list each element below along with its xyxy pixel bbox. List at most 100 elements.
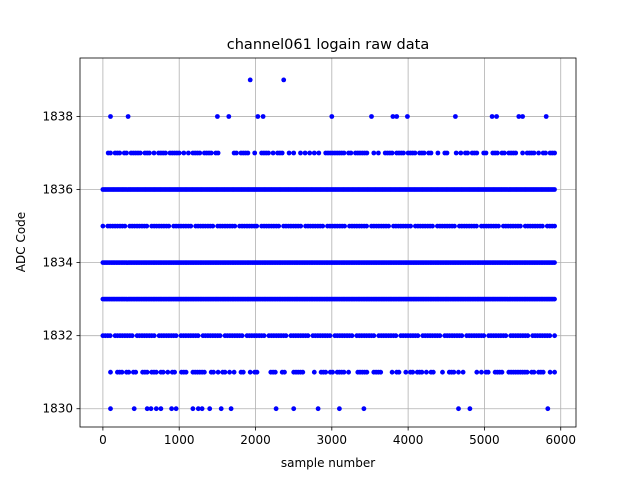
data-point — [408, 223, 413, 229]
y-tick-label: 1832 — [42, 329, 73, 343]
data-point — [291, 150, 297, 156]
data-point — [389, 150, 395, 156]
data-point — [520, 114, 525, 119]
data-point — [518, 223, 523, 229]
data-point — [437, 333, 443, 339]
data-point — [543, 150, 548, 156]
data-point — [341, 369, 347, 375]
data-point — [148, 406, 154, 412]
data-point — [231, 369, 237, 375]
data-point — [227, 369, 233, 375]
data-point — [176, 150, 182, 156]
data-point — [160, 369, 166, 375]
data-point — [298, 150, 303, 156]
data-point — [188, 223, 194, 229]
data-point — [147, 150, 152, 156]
data-point — [483, 150, 489, 156]
data-point — [467, 406, 473, 412]
data-point — [479, 369, 484, 375]
data-point — [525, 333, 531, 339]
data-point — [524, 369, 530, 375]
data-point — [394, 114, 400, 119]
data-point — [234, 150, 239, 156]
data-point — [126, 369, 132, 375]
y-tick-label: 1838 — [42, 109, 73, 123]
x-tick-label: 0 — [99, 433, 107, 447]
data-point — [172, 369, 178, 375]
data-point — [329, 114, 335, 119]
data-point — [153, 369, 159, 375]
data-point — [552, 187, 557, 192]
data-point — [183, 369, 189, 375]
x-tick-label: 3000 — [317, 433, 348, 447]
data-point — [163, 150, 168, 156]
data-point — [465, 150, 470, 156]
data-point — [496, 223, 501, 229]
data-point — [390, 114, 396, 119]
data-point — [254, 223, 260, 229]
data-point — [451, 369, 457, 375]
x-tick-label: 1000 — [164, 433, 195, 447]
data-points — [100, 77, 557, 412]
data-point — [199, 406, 205, 412]
data-point — [311, 150, 317, 156]
data-point — [202, 369, 207, 375]
data-point — [516, 114, 522, 119]
data-point — [540, 223, 545, 229]
data-point — [255, 114, 261, 119]
data-point — [283, 333, 289, 339]
data-point — [122, 223, 128, 229]
x-tick-label: 2000 — [240, 433, 271, 447]
data-point — [151, 333, 157, 339]
data-point — [181, 150, 187, 156]
data-point — [552, 296, 557, 302]
data-point — [218, 406, 224, 412]
x-axis-label: sample number — [281, 456, 375, 470]
data-point — [531, 150, 537, 156]
data-point — [440, 369, 445, 375]
data-point — [261, 333, 267, 339]
data-point — [376, 150, 381, 156]
data-point — [298, 223, 304, 229]
data-point — [108, 114, 113, 119]
data-point — [403, 369, 409, 375]
y-axis-label: ADC Code — [14, 212, 28, 272]
data-point — [273, 406, 279, 412]
data-point — [364, 150, 370, 156]
data-point — [108, 406, 113, 412]
data-point — [503, 333, 509, 339]
data-point — [501, 150, 507, 156]
data-point — [228, 406, 234, 412]
data-point — [119, 369, 125, 375]
data-point — [552, 150, 557, 156]
data-point — [531, 369, 537, 375]
data-point — [320, 223, 326, 229]
data-point — [489, 114, 495, 119]
data-point — [327, 333, 333, 339]
data-point — [421, 150, 427, 156]
data-point — [430, 223, 435, 229]
plot-frame — [79, 57, 577, 428]
data-point — [552, 369, 557, 375]
data-point — [364, 369, 370, 375]
data-point — [552, 333, 557, 339]
data-point — [337, 406, 342, 412]
data-point — [552, 223, 557, 229]
data-point — [117, 150, 123, 156]
data-point — [100, 223, 106, 229]
data-point — [428, 150, 434, 156]
data-point — [474, 369, 480, 375]
data-point — [315, 406, 321, 412]
data-point — [386, 223, 391, 229]
data-point — [279, 150, 285, 156]
data-point — [266, 150, 271, 156]
data-point — [389, 369, 395, 375]
data-point — [144, 369, 150, 375]
data-point — [165, 369, 171, 375]
data-point — [222, 369, 228, 375]
data-point — [305, 333, 311, 339]
data-point — [346, 369, 351, 375]
data-point — [215, 150, 221, 156]
data-point — [210, 223, 216, 229]
